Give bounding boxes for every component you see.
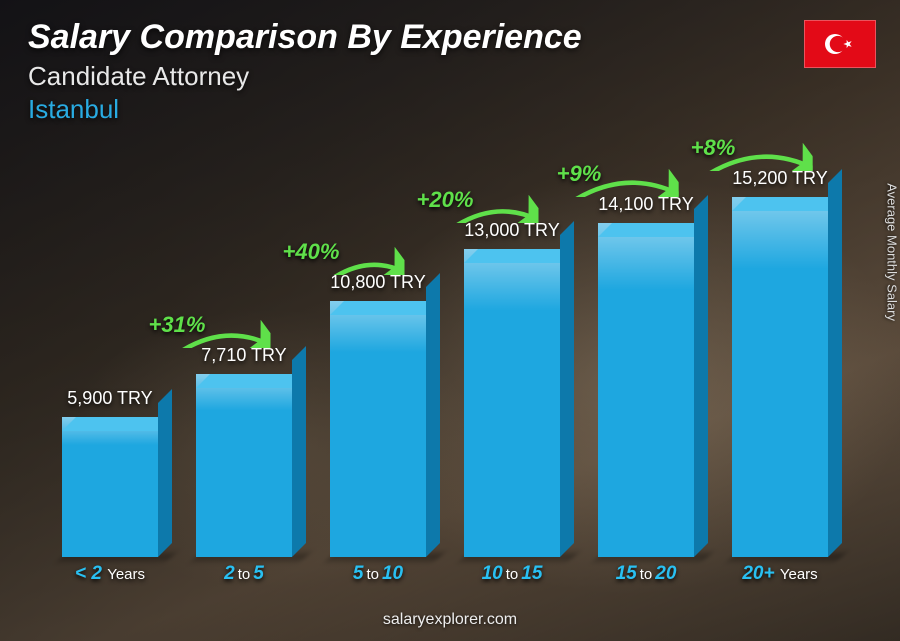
bar-3d [464,249,560,557]
bar-3d [62,417,158,557]
bar-3d [732,197,828,557]
x-axis-label: 10to15 [452,563,572,593]
y-axis-label: Average Monthly Salary [885,183,900,321]
bar-value-label: 13,000 TRY [464,220,559,241]
bar-chart: 5,900 TRY 7,710 TRY 10,800 TRY 13,000 TR… [40,113,850,593]
flag-turkey-icon [804,20,876,68]
bar-slot: 7,710 TRY [184,345,304,557]
bar-slot: 15,200 TRY [720,168,840,557]
bar-3d [330,301,426,557]
bar-slot: 10,800 TRY [318,272,438,557]
bar-value-label: 15,200 TRY [732,168,827,189]
subtitle: Candidate Attorney [28,61,582,92]
x-axis-label: < 2 Years [50,563,170,593]
bar-value-label: 5,900 TRY [67,388,152,409]
x-axis-label: 20+ Years [720,563,840,593]
footer-credit: salaryexplorer.com [0,611,900,629]
bar-value-label: 10,800 TRY [330,272,425,293]
x-axis-label: 15to20 [586,563,706,593]
header: Salary Comparison By Experience Candidat… [28,18,582,125]
bar-value-label: 14,100 TRY [598,194,693,215]
x-axis-labels: < 2 Years 2to5 5to10 10to15 15to20 20+ Years [40,563,850,593]
bar-slot: 13,000 TRY [452,220,572,557]
infographic-container: Salary Comparison By Experience Candidat… [0,0,900,641]
title: Salary Comparison By Experience [28,18,582,57]
bar-3d [598,223,694,557]
x-axis-label: 2to5 [184,563,304,593]
bar-value-label: 7,710 TRY [201,345,286,366]
bars-area: 5,900 TRY 7,710 TRY 10,800 TRY 13,000 TR… [40,137,850,557]
bar-slot: 14,100 TRY [586,194,706,557]
bar-slot: 5,900 TRY [50,388,170,557]
x-axis-label: 5to10 [318,563,438,593]
bar-3d [196,374,292,557]
